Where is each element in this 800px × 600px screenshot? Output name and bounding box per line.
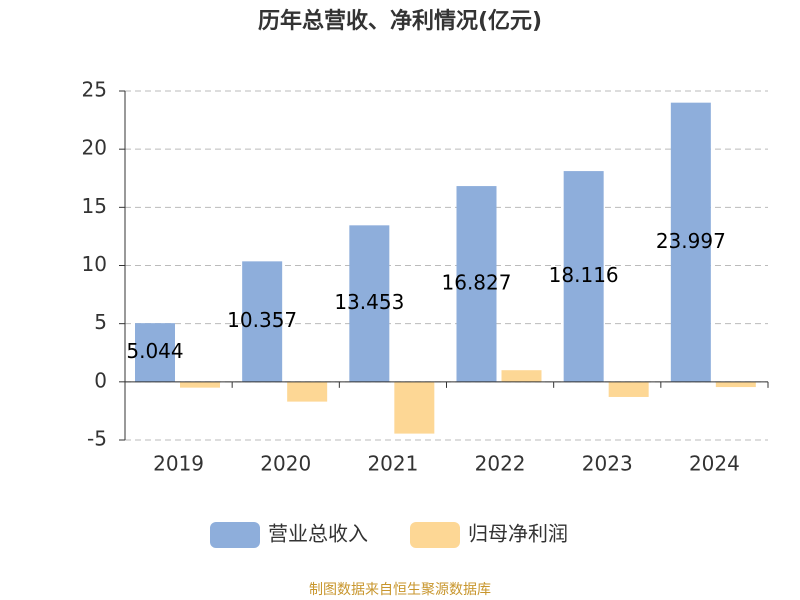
y-tick-label: 20: [82, 136, 107, 160]
y-tick-label: 25: [82, 78, 107, 102]
bar: [135, 323, 175, 382]
x-tick-label: 2021: [367, 452, 418, 476]
source-note: 制图数据来自恒生聚源数据库: [309, 582, 491, 598]
value-label: 16.827: [442, 270, 512, 294]
legend-label: 营业总收入: [268, 522, 368, 546]
x-tick-label: 2023: [582, 452, 633, 476]
bar: [563, 171, 604, 382]
y-tick-label: -5: [87, 427, 107, 451]
x-tick-label: 2024: [689, 452, 740, 476]
bar: [242, 261, 283, 382]
legend-swatch: [210, 522, 260, 548]
bar: [394, 381, 435, 434]
bar: [180, 381, 220, 388]
value-label: 10.357: [227, 308, 297, 332]
value-label: 18.116: [549, 263, 619, 287]
bar: [349, 225, 390, 382]
y-tick-label: 5: [94, 310, 107, 334]
y-tick-label: 10: [82, 252, 107, 276]
chart-title: 历年总营收、净利情况(亿元): [258, 8, 542, 34]
value-label: 13.453: [334, 290, 404, 314]
x-tick-label: 2020: [260, 452, 311, 476]
bar: [670, 102, 711, 382]
value-label: 23.997: [656, 229, 726, 253]
x-tick-label: 2019: [153, 452, 204, 476]
y-tick-label: 0: [94, 368, 107, 392]
bar: [287, 381, 328, 402]
y-tick-label: 15: [82, 194, 107, 218]
bar: [456, 186, 497, 382]
legend-label: 归母净利润: [468, 522, 568, 546]
value-label: 5.044: [126, 339, 183, 363]
x-tick-label: 2022: [475, 452, 526, 476]
bar: [715, 381, 756, 388]
bar: [501, 370, 542, 382]
bar: [608, 381, 649, 397]
legend-swatch: [410, 522, 460, 548]
